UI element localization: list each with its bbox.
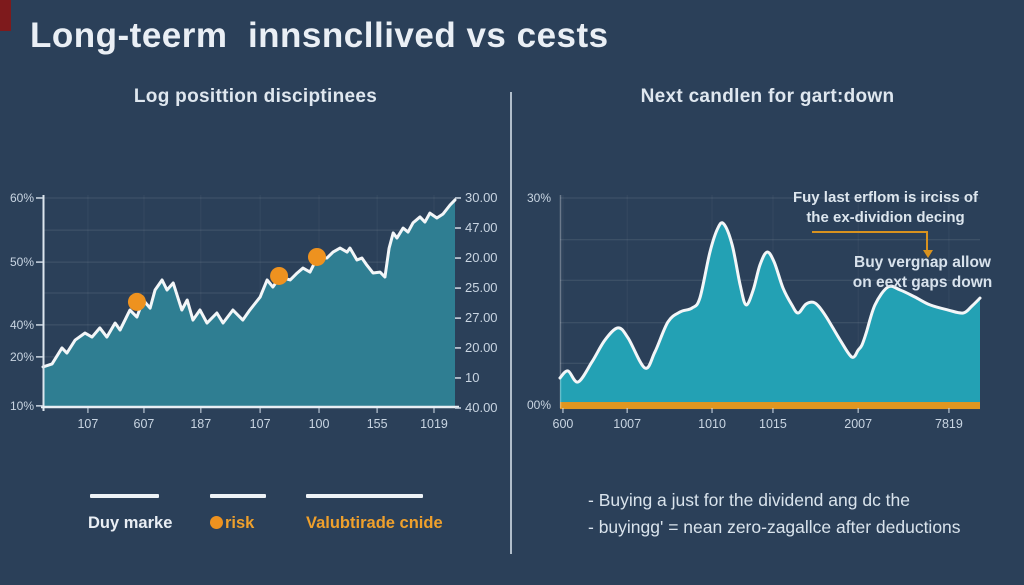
axis-tick-label: 27.00 — [465, 310, 498, 326]
axis-tick-label: 100 — [308, 417, 330, 431]
annotation-line: the ex-dividion decing — [806, 208, 965, 226]
annotation-line: on eext gaps down — [852, 274, 993, 291]
axis-tick-label: 20.00 — [465, 339, 498, 355]
axis-tick-label: 607 — [133, 417, 155, 431]
axis-tick-label: 50% — [9, 255, 34, 270]
axis-tick-label: 1010 — [698, 417, 726, 431]
right-panel-title: Next candlen for gart:down — [640, 86, 895, 107]
annotation-arrow-icon — [812, 231, 933, 258]
right-area-chart: 30% 00% 600 1007 1010 1015 2007 7819 — [527, 191, 982, 431]
bullet-line: - Buying a just for the dividend ang dc … — [588, 490, 911, 510]
axis-tick-label: 600 — [552, 417, 574, 431]
legend-item-risk: risk — [210, 494, 266, 533]
legend-label: Duy marke — [88, 514, 173, 532]
axis-tick-label: 107 — [77, 417, 99, 431]
axis-tick-label: 2007 — [844, 417, 873, 431]
legend-line-swatch — [210, 494, 266, 498]
axis-tick-label: 10 — [465, 369, 480, 385]
left-panel-title: Log posittion disciptinees — [133, 86, 378, 107]
page-title: Long-teerm innsncllived vs cests — [30, 16, 609, 55]
axis-tick-label: 10% — [9, 398, 34, 413]
axis-tick-label: 25.00 — [465, 280, 498, 296]
axis-tick-label: 20.00 — [465, 250, 498, 266]
axis-tick-label: 47.00 — [465, 220, 498, 235]
corner-mark — [0, 0, 11, 31]
legend-item-valubtirade: Valubtirade cnide — [306, 494, 443, 533]
legend-line-swatch — [90, 494, 159, 498]
axis-tick-label: 7819 — [935, 417, 963, 431]
axis-tick-label: 30% — [526, 190, 551, 205]
axis-tick-label: 1007 — [613, 417, 642, 431]
axis-tick-label: 00% — [526, 397, 551, 412]
axis-tick-label: 30.00 — [465, 189, 498, 205]
legend-item-duy-marke: Duy marke — [88, 494, 172, 533]
axis-tick-label: 107 — [249, 417, 271, 431]
axis-tick-label: 20% — [9, 349, 34, 364]
annotation-line: Buy vergnap allow — [854, 254, 991, 271]
axis-tick-label: 40% — [9, 317, 34, 332]
bullet-line: - buyingg' = nean zero-zagallce after de… — [588, 517, 961, 537]
panel-divider — [510, 92, 512, 554]
annotation-line: Fuy last erflom is irciss of — [792, 189, 979, 206]
annotation-ex-dividend: Fuy last erflom is irciss of the ex-divi… — [778, 188, 993, 227]
legend-label: Valubtirade cnide — [306, 514, 443, 532]
takeaway-bullets: - Buying a just for the dividend ang dc … — [588, 487, 961, 541]
axis-tick-label: 187 — [190, 417, 212, 431]
axis-tick-label: 1015 — [759, 417, 787, 431]
risk-dot-icon — [210, 516, 223, 529]
axis-tick-label: 1019 — [420, 417, 448, 431]
axis-tick-label: 40.00 — [465, 400, 498, 415]
annotation-buy-gaps: Buy vergnap allow on eext gaps down — [835, 253, 1010, 293]
axis-tick-label: 155 — [366, 417, 388, 431]
left-area-chart: 60% 50% 40% 20% 10% 30.00 47.00 20.00 25.00 27.00… — [10, 190, 498, 431]
legend-line-swatch — [306, 494, 423, 498]
legend-label: risk — [225, 514, 255, 532]
axis-tick-label: 60% — [9, 190, 34, 205]
